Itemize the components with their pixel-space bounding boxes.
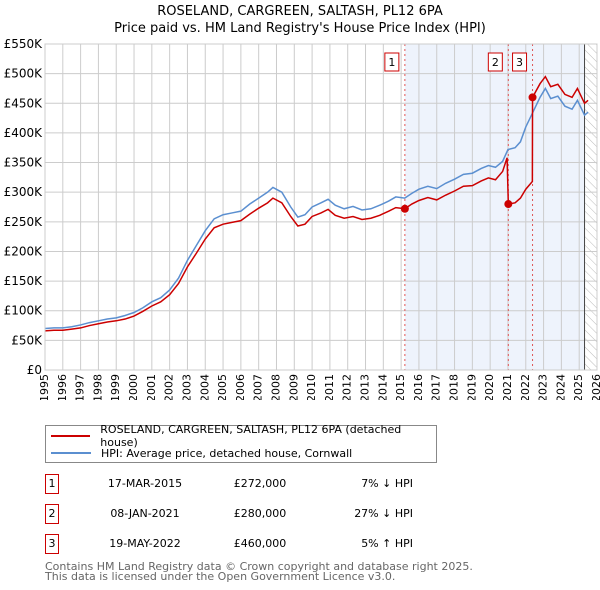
x-tick-label: 2023 bbox=[537, 374, 550, 400]
x-tick-label: 2006 bbox=[234, 374, 247, 400]
y-tick-label: £200K bbox=[4, 244, 44, 258]
y-tick-label: £500K bbox=[4, 67, 44, 81]
x-tick-label: 2024 bbox=[554, 374, 567, 400]
x-tick-label: 2018 bbox=[448, 374, 461, 400]
y-tick-label: £550K bbox=[4, 37, 44, 51]
legend: ROSELAND, CARGREEN, SALTASH, PL12 6PA (d… bbox=[45, 423, 437, 463]
sale-marker-badge: 3 bbox=[45, 534, 59, 554]
hatched-region bbox=[584, 44, 597, 370]
x-tick-label: 2004 bbox=[198, 374, 211, 400]
sale-point bbox=[400, 204, 409, 213]
x-tick-label: 1997 bbox=[74, 374, 87, 400]
y-tick-label: £100K bbox=[4, 304, 44, 318]
legend-swatch-blue bbox=[51, 452, 91, 454]
hpi-diff: 7% ↓ HPI bbox=[361, 477, 413, 490]
x-tick-label: 2021 bbox=[501, 374, 514, 400]
x-tick-label: 2011 bbox=[323, 374, 336, 400]
sale-price: £272,000 bbox=[233, 477, 287, 490]
hpi-diff: 27% ↓ HPI bbox=[354, 507, 413, 520]
shaded-region bbox=[404, 44, 585, 370]
y-tick-label: £150K bbox=[4, 274, 44, 288]
sale-marker-badge: 2 bbox=[45, 504, 59, 524]
hpi-diff: 5% ↑ HPI bbox=[361, 537, 413, 550]
legend-swatch-red bbox=[51, 435, 91, 437]
sale-date: 17-MAR-2015 bbox=[107, 477, 183, 490]
x-tick-label: 2016 bbox=[412, 374, 425, 400]
x-tick-label: 2008 bbox=[269, 374, 282, 400]
property-price-line bbox=[45, 75, 589, 332]
x-tick-label: 2001 bbox=[145, 374, 158, 400]
x-tick-label: 2026 bbox=[590, 374, 600, 400]
x-tick-label: 2003 bbox=[180, 374, 193, 400]
sale-date: 19-MAY-2022 bbox=[109, 537, 181, 550]
x-tick-label: 2025 bbox=[572, 374, 585, 400]
y-tick-label: £0 bbox=[27, 363, 42, 377]
chart-title: ROSELAND, CARGREEN, SALTASH, PL12 6PA bbox=[157, 4, 443, 19]
legend-label: ROSELAND, CARGREEN, SALTASH, PL12 6PA (d… bbox=[100, 423, 402, 449]
sale-marker-badge: 1 bbox=[45, 474, 59, 494]
y-tick-label: £300K bbox=[4, 185, 44, 199]
plot-frame bbox=[44, 43, 598, 371]
sale-price: £460,000 bbox=[233, 537, 287, 550]
x-tick-label: 2000 bbox=[127, 374, 140, 400]
footer-copyright: Contains HM Land Registry data © Crown c… bbox=[45, 560, 473, 573]
x-tick-label: 2017 bbox=[430, 374, 443, 400]
chart-plot: 1995 1996 1997 1998 1999 2000 2001 2002 2003 2004… bbox=[4, 37, 600, 400]
chart-subtitle: Price paid vs. HM Land Registry's House … bbox=[114, 21, 486, 36]
y-tick-label: £250K bbox=[4, 215, 44, 229]
sale-label: 2 bbox=[492, 56, 499, 69]
x-tick-label: 1999 bbox=[109, 374, 122, 400]
sale-label: 1 bbox=[388, 56, 395, 69]
x-tick-label: 1995 bbox=[38, 374, 51, 400]
table-row: 2 08-JAN-2021 £280,000 27% ↓ HPI bbox=[45, 504, 445, 524]
y-tick-label: £450K bbox=[4, 96, 44, 110]
x-tick-label: 2019 bbox=[465, 374, 478, 400]
x-tick-label: 2009 bbox=[287, 374, 300, 400]
table-row: 1 17-MAR-2015 £272,000 7% ↓ HPI bbox=[45, 474, 445, 494]
legend-item-hpi: HPI: Average price, detached house, Corn… bbox=[51, 445, 352, 461]
sale-point bbox=[528, 93, 537, 102]
x-tick-label: 1998 bbox=[91, 374, 104, 400]
x-tick-label: 2002 bbox=[163, 374, 176, 400]
legend-item-property: ROSELAND, CARGREEN, SALTASH, PL12 6PA (d… bbox=[51, 423, 436, 449]
x-tick-label: 1996 bbox=[56, 374, 69, 400]
x-tick-label: 2022 bbox=[519, 374, 532, 400]
y-tick-label: £50K bbox=[11, 333, 43, 347]
sale-point bbox=[504, 200, 513, 209]
footer-licence: This data is licensed under the Open Gov… bbox=[45, 570, 396, 583]
table-row: 3 19-MAY-2022 £460,000 5% ↑ HPI bbox=[45, 534, 445, 554]
legend-label: HPI: Average price, detached house, Corn… bbox=[101, 446, 353, 460]
sale-label-box bbox=[384, 52, 400, 72]
sale-label: 3 bbox=[516, 56, 523, 69]
hpi-line bbox=[45, 86, 589, 330]
x-tick-label: 2020 bbox=[483, 374, 496, 400]
sale-price: £280,000 bbox=[233, 507, 287, 520]
x-tick-label: 2012 bbox=[341, 374, 354, 400]
sale-date: 08-JAN-2021 bbox=[110, 507, 180, 520]
x-tick-label: 2010 bbox=[305, 374, 318, 400]
x-tick-label: 2007 bbox=[252, 374, 265, 400]
x-tick-label: 2015 bbox=[394, 374, 407, 400]
y-tick-label: £400K bbox=[4, 126, 44, 140]
sale-label-box bbox=[512, 52, 528, 72]
x-tick-label: 2013 bbox=[359, 374, 372, 400]
x-tick-label: 2014 bbox=[376, 374, 389, 400]
sale-label-box bbox=[487, 52, 503, 72]
y-tick-label: £350K bbox=[4, 156, 44, 170]
x-tick-label: 2005 bbox=[216, 374, 229, 400]
